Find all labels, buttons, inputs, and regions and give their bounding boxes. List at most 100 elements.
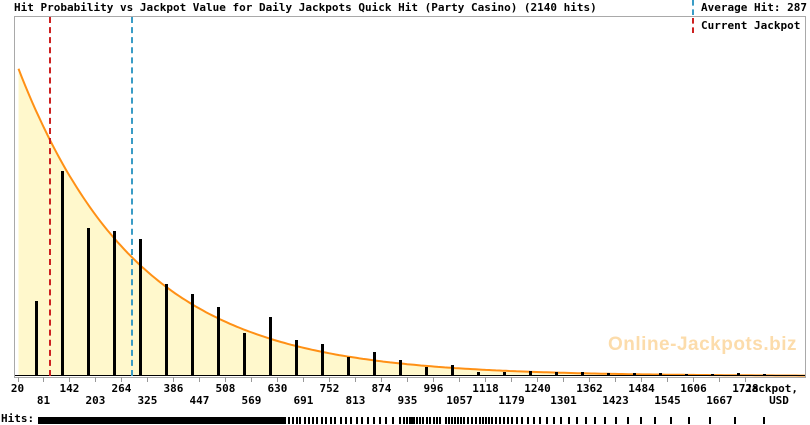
histogram-bar [658, 373, 662, 376]
x-axis-tick [693, 377, 695, 382]
hits-rug-tick [378, 417, 381, 424]
hits-rug-tick [520, 417, 523, 424]
hits-rug-tick [405, 417, 408, 424]
x-axis-tick [485, 377, 487, 382]
hits-rug-tick [287, 417, 290, 424]
x-axis-label: 1606 [680, 382, 707, 395]
x-axis-label: 874 [371, 382, 392, 395]
x-axis-tick [43, 377, 45, 382]
x-axis-label: 691 [293, 394, 314, 407]
hits-rug-tick [344, 417, 347, 424]
legend-label-current-jackpot: Current Jackpot [701, 19, 801, 32]
hits-rug-tick [614, 417, 617, 424]
x-axis-label: 1118 [472, 382, 499, 395]
histogram-bar [164, 284, 168, 376]
hits-rug-tick [484, 417, 487, 424]
x-axis-tick [615, 377, 617, 382]
hits-rug-tick [538, 417, 541, 424]
hits-rug-tick [428, 417, 431, 424]
histogram-bar [606, 373, 610, 376]
hits-rug-tick [515, 417, 518, 424]
histogram-bar [398, 360, 402, 376]
x-axis-tick [69, 377, 71, 382]
hits-rug-tick [639, 417, 642, 424]
hits-rug-tick [456, 417, 459, 424]
x-axis-tick [667, 377, 669, 382]
histogram-bar [502, 372, 506, 376]
x-axis-label: 1362 [576, 382, 603, 395]
hits-rug-tick [545, 417, 548, 424]
hits-rug-tick [412, 417, 415, 424]
x-axis-tick [381, 377, 383, 382]
x-axis-label: 630 [267, 382, 288, 395]
x-axis-tick [459, 377, 461, 382]
hits-rug-tick [453, 417, 456, 424]
hits-rug-tick [626, 417, 629, 424]
hits-rug-tick [498, 417, 501, 424]
current-jackpot-line-icon [692, 18, 694, 33]
hits-rug-tick [708, 417, 711, 424]
x-axis-tick [329, 377, 331, 382]
histogram-bar [580, 372, 584, 376]
x-axis-tick [199, 377, 201, 382]
x-axis-label: 569 [241, 394, 262, 407]
x-axis-label: 20 [10, 382, 25, 395]
histogram-bar [268, 317, 272, 376]
hits-rug-tick [360, 417, 363, 424]
x-axis-label: 203 [85, 394, 106, 407]
x-axis-label: 142 [59, 382, 80, 395]
hits-rug-tick [444, 417, 447, 424]
x-axis-tick [95, 377, 97, 382]
histogram-bar [476, 372, 480, 376]
hits-rug-tick [349, 417, 352, 424]
hits-rug-tick [295, 417, 298, 424]
x-axis-label: 752 [319, 382, 340, 395]
x-axis-tick [355, 377, 357, 382]
hits-rug-tick [425, 417, 428, 424]
hits-rug-tick [506, 417, 509, 424]
hits-rug-tick [372, 417, 375, 424]
hits-rug-tick [402, 417, 405, 424]
histogram-bar [138, 239, 142, 376]
hits-rug-tick [459, 417, 462, 424]
x-axis-label: 325 [137, 394, 158, 407]
hits-rug-tick [559, 417, 562, 424]
hits-rug-tick [481, 417, 484, 424]
histogram-bar [736, 373, 740, 376]
hits-rug-tick [502, 417, 505, 424]
hits-rug-tick [447, 417, 450, 424]
x-axis-tick [407, 377, 409, 382]
hits-rug-tick [450, 417, 453, 424]
hits-rug-tick [329, 417, 332, 424]
x-axis-label: 1484 [628, 382, 655, 395]
hits-rug-tick [415, 417, 418, 424]
hits-rug-tick [552, 417, 555, 424]
hits-rug-tick [299, 417, 302, 424]
x-axis-tick [537, 377, 539, 382]
histogram-bar [60, 171, 64, 376]
hits-rug-tick [733, 417, 736, 424]
x-axis-tick [589, 377, 591, 382]
x-axis-label: 447 [189, 394, 210, 407]
hits-rug-tick [320, 417, 323, 424]
x-axis-unit-label: Jackpot, [745, 382, 798, 395]
histogram-bar [112, 231, 116, 376]
hits-rug-tick [391, 417, 394, 424]
x-axis-tick [303, 377, 305, 382]
hits-rug-tick [408, 417, 411, 424]
hits-rug-tick [421, 417, 424, 424]
histogram-bar [320, 344, 324, 376]
hits-rug-tick [418, 417, 421, 424]
histogram-bar [554, 372, 558, 376]
hits-rug-tick [532, 417, 535, 424]
histogram-bar [710, 374, 714, 376]
x-axis-label: 1057 [446, 394, 473, 407]
histogram-bar [528, 371, 532, 376]
hits-rug-band [37, 417, 286, 424]
hits-rug-tick [324, 417, 327, 424]
hits-rug-tick [494, 417, 497, 424]
hits-rug-tick [303, 417, 306, 424]
histogram-bar [762, 374, 766, 376]
histogram-bar [242, 333, 246, 376]
